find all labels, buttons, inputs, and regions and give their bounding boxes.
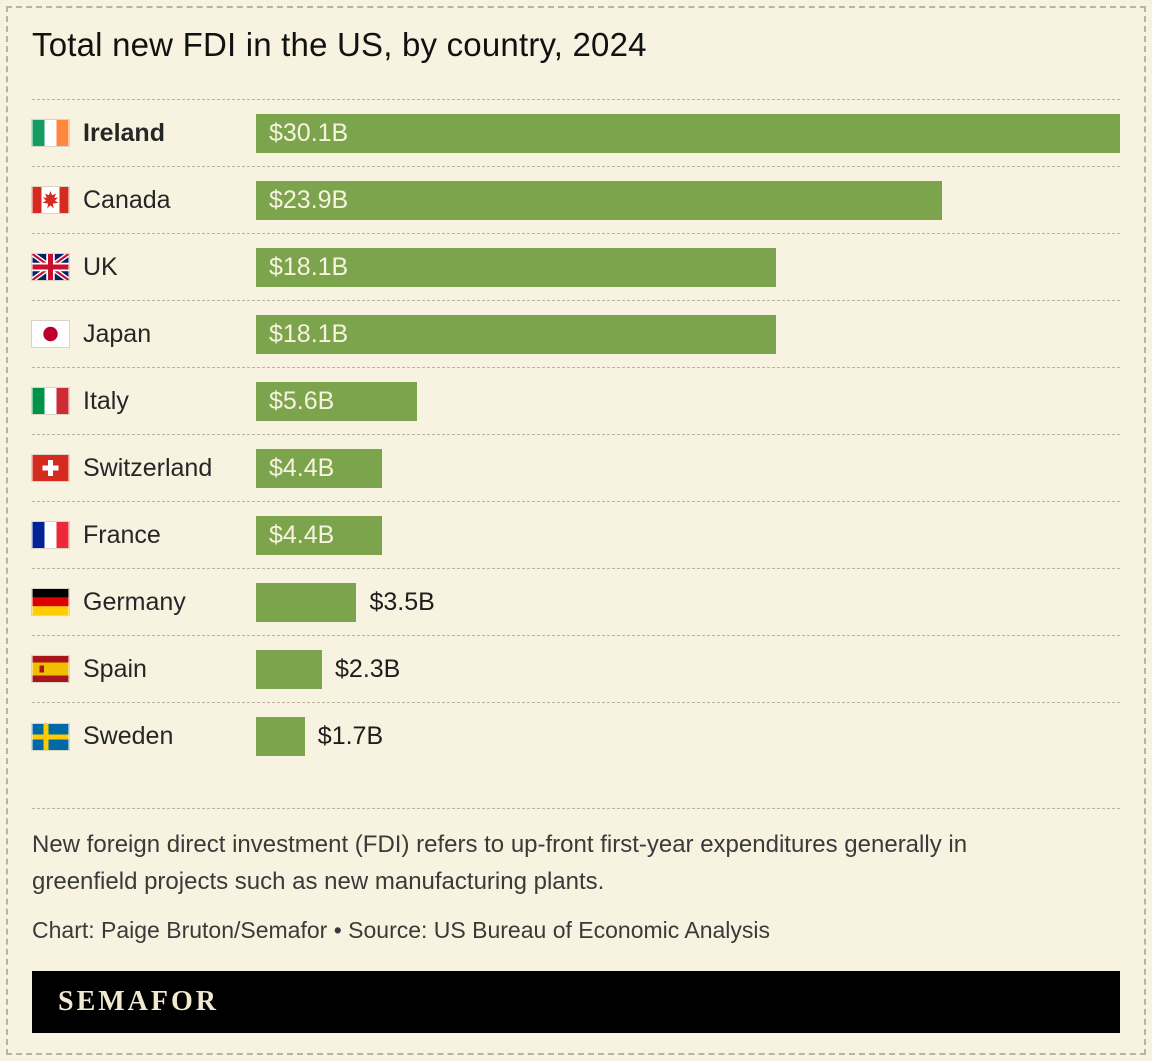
bar-sweden (256, 717, 305, 757)
bar-track: $23.9B (256, 180, 1120, 220)
value-label: $23.9B (269, 185, 349, 214)
country-label: Switzerland (83, 453, 213, 482)
chart-content: Total new FDI in the US, by country, 202… (8, 8, 1144, 1034)
brand-band: SEMAFOR (32, 971, 1120, 1034)
bar-track: $4.4B (256, 448, 1120, 488)
flag-uk-icon (32, 254, 69, 281)
flag-canada-icon (32, 187, 69, 214)
country-label: Canada (83, 185, 171, 214)
flag-ireland-icon (32, 120, 69, 147)
bar-uk: $18.1B (256, 247, 776, 287)
bar-track: $4.4B (256, 515, 1120, 555)
bar-track: $2.3B (256, 649, 1120, 689)
bar-track: $18.1B (256, 247, 1120, 287)
chart-row-germany: Germany $3.5B (32, 569, 1120, 637)
bar-track: $1.7B (256, 717, 1120, 757)
country-label: Germany (83, 587, 186, 616)
flag-sweden-icon (32, 723, 69, 750)
value-label: $4.4B (269, 453, 335, 482)
bar-track: $18.1B (256, 314, 1120, 354)
chart-credit: Chart: Paige Bruton/Semafor • Source: US… (32, 917, 771, 944)
country-label: Spain (83, 654, 147, 683)
chart-row-spain: Spain $2.3B (32, 636, 1120, 704)
chart-row-uk: UK $18.1B (32, 234, 1120, 302)
bar-ireland: $30.1B (256, 113, 1120, 153)
footer-divider (32, 808, 1120, 810)
value-label: $1.7B (317, 722, 384, 751)
country-label: UK (83, 252, 118, 281)
value-label: $2.3B (335, 654, 401, 683)
country-label: Ireland (83, 118, 165, 147)
value-label: $30.1B (269, 118, 349, 147)
flag-germany-icon (32, 589, 69, 616)
bar-track: $30.1B (256, 113, 1120, 153)
value-label: $4.4B (269, 520, 335, 549)
chart-row-japan: Japan $18.1B (32, 301, 1120, 369)
bar-france: $4.4B (256, 515, 383, 555)
value-label: $3.5B (369, 587, 435, 616)
chart-title: Total new FDI in the US, by country, 202… (32, 26, 647, 63)
value-label: $18.1B (269, 319, 349, 348)
chart-row-canada: Canada $23.9B (32, 167, 1120, 235)
semafor-logo: SEMAFOR (58, 986, 219, 1018)
bar-spain (256, 649, 323, 689)
chart-row-france: France $4.4B (32, 502, 1120, 570)
bar-italy: $5.6B (256, 381, 417, 421)
value-label: $18.1B (269, 252, 349, 281)
bar-switzerland: $4.4B (256, 448, 383, 488)
country-label: Sweden (83, 722, 174, 751)
chart-note: New foreign direct investment (FDI) refe… (32, 831, 968, 895)
value-label: $5.6B (269, 386, 335, 415)
bar-japan: $18.1B (256, 314, 776, 354)
bar-canada: $23.9B (256, 180, 943, 220)
chart-row-sweden: Sweden $1.7B (32, 703, 1120, 770)
country-label: France (83, 520, 161, 549)
flag-switzerland-icon (32, 455, 69, 482)
flag-spain-icon (32, 656, 69, 683)
chart-row-ireland: Ireland $30.1B (32, 100, 1120, 168)
country-label: Italy (83, 386, 129, 415)
bar-chart: Ireland $30.1B Canada $23.9B UK $18.1B Japan $1… (32, 99, 1120, 770)
country-label: Japan (83, 319, 152, 348)
bar-germany (256, 582, 357, 622)
chart-row-italy: Italy $5.6B (32, 368, 1120, 436)
chart-row-switzerland: Switzerland $4.4B (32, 435, 1120, 503)
bar-track: $3.5B (256, 582, 1120, 622)
flag-france-icon (32, 522, 69, 549)
flag-italy-icon (32, 388, 69, 415)
bar-track: $5.6B (256, 381, 1120, 421)
flag-japan-icon (32, 321, 69, 348)
